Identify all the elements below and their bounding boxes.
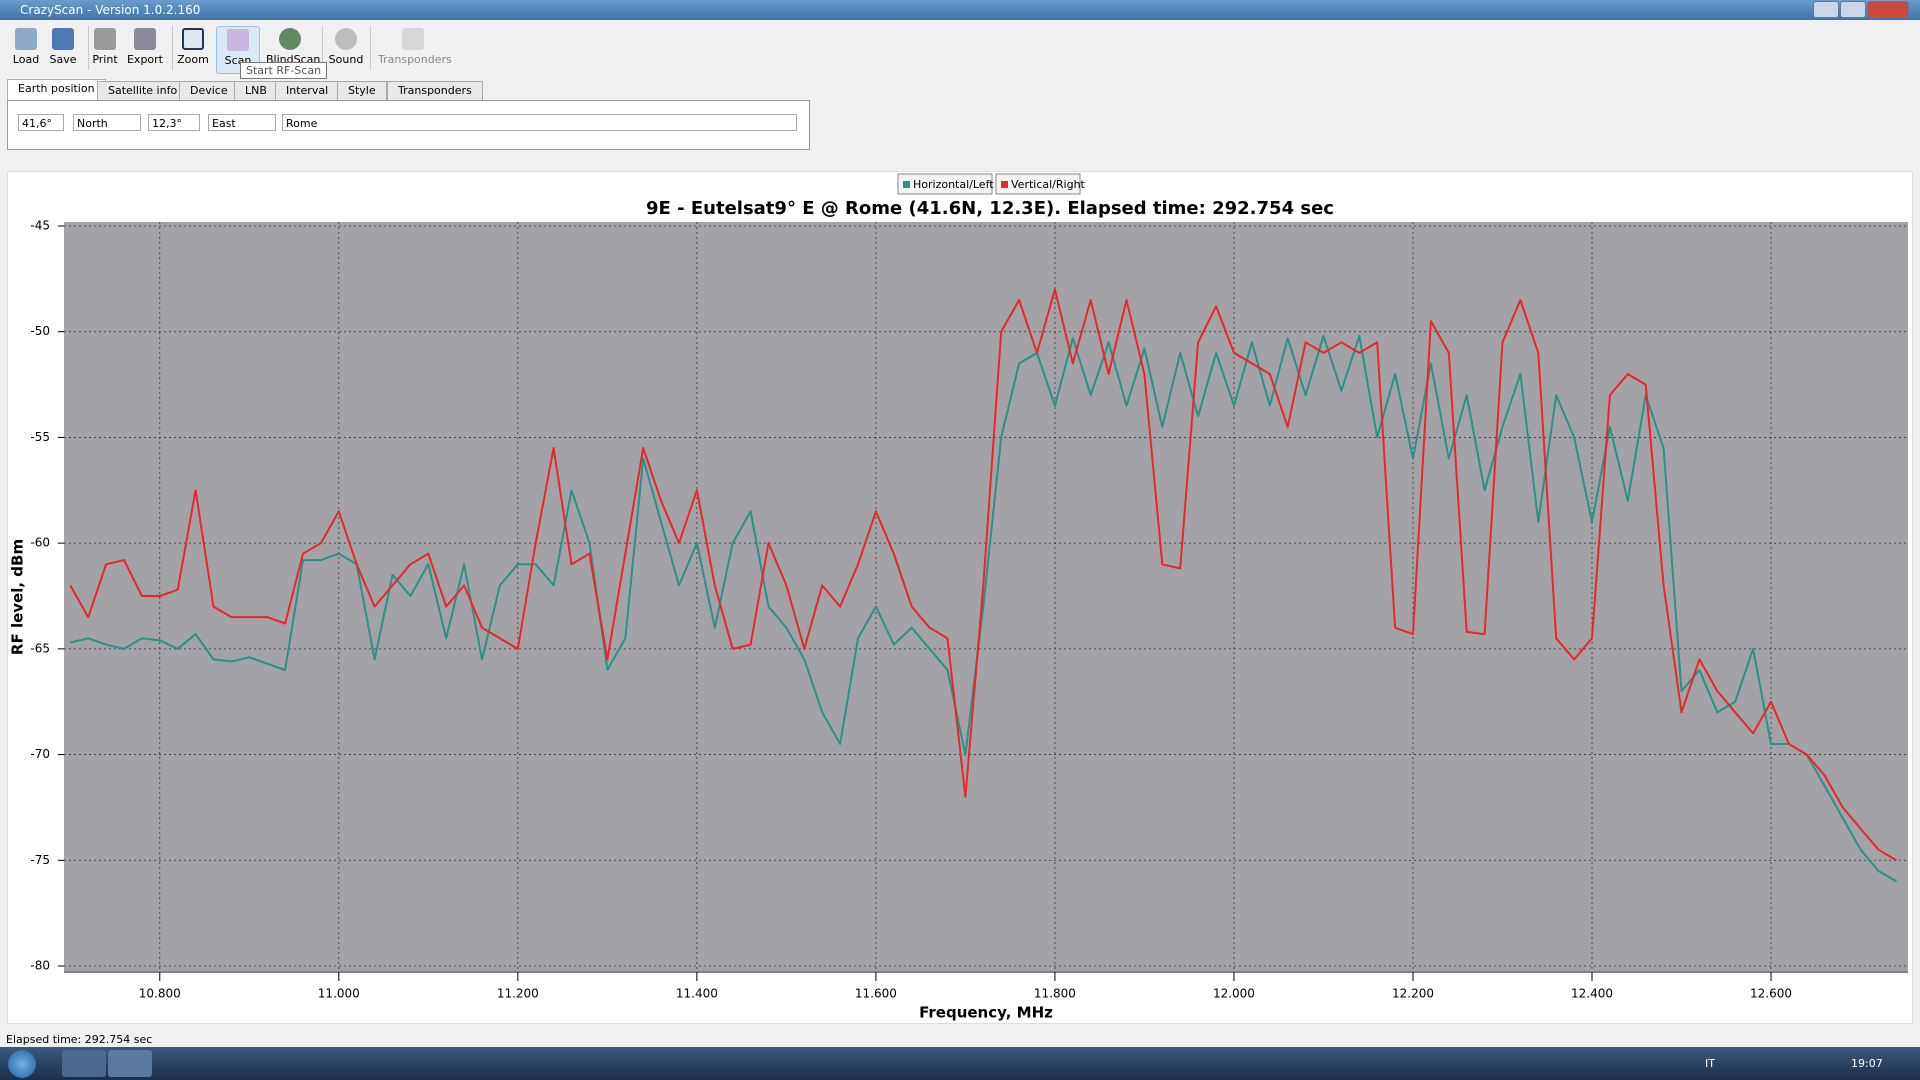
x-tick-label: 12.200 xyxy=(1392,987,1434,1001)
x-tick-label: 12.600 xyxy=(1750,987,1792,1001)
label: Zoom xyxy=(177,53,209,66)
x-tick-label: 11.000 xyxy=(318,987,360,1001)
latitude-spinbox[interactable]: 41,6° xyxy=(18,114,64,131)
maximize-button[interactable] xyxy=(1840,1,1866,18)
tab[interactable]: Style xyxy=(337,81,387,100)
y-tick-label: -75 xyxy=(30,853,50,867)
language[interactable]: IT xyxy=(1705,1057,1715,1070)
legend-swatch xyxy=(903,181,910,188)
x-tick-label: 12.400 xyxy=(1571,987,1613,1001)
plot-area xyxy=(64,222,1908,971)
separator xyxy=(370,26,371,70)
zoom-button[interactable]: Zoom xyxy=(172,26,214,72)
lat-dir-combo[interactable]: North xyxy=(73,114,141,131)
y-tick-label: -55 xyxy=(30,430,50,444)
legend-swatch xyxy=(1001,181,1008,188)
status-bar: Elapsed time: 292.754 sec xyxy=(6,1033,153,1046)
label: Export xyxy=(126,53,163,66)
y-axis-label: RF level, dBm xyxy=(9,539,27,655)
separator xyxy=(322,26,323,70)
y-tick-label: -80 xyxy=(30,959,50,973)
x-tick-label: 11.600 xyxy=(855,987,897,1001)
print-button[interactable]: Print xyxy=(84,26,126,72)
y-tick-label: -45 xyxy=(30,219,50,233)
export-button[interactable]: Export xyxy=(124,26,166,72)
y-tick-label: -70 xyxy=(30,747,50,761)
tab[interactable]: Device xyxy=(179,81,239,100)
x-tick-label: 11.400 xyxy=(676,987,718,1001)
tab[interactable]: LNB xyxy=(234,81,278,100)
label: Save xyxy=(49,53,77,66)
tab[interactable]: Interval xyxy=(275,81,340,100)
tab[interactable]: Satellite info xyxy=(97,81,189,100)
label: Load xyxy=(12,53,40,66)
legend-label: Vertical/Right xyxy=(1011,178,1086,191)
save-button[interactable]: Save xyxy=(42,26,84,72)
y-tick-label: -50 xyxy=(30,324,50,338)
title-bar: CrazyScan - Version 1.0.2.160 xyxy=(0,0,1920,20)
window-title: CrazyScan - Version 1.0.2.160 xyxy=(20,3,201,17)
x-tick-label: 12.000 xyxy=(1213,987,1255,1001)
separator xyxy=(172,26,173,70)
chart: 9E - Eutelsat9° E @ Rome (41.6N, 12.3E).… xyxy=(9,173,1908,1022)
series-line xyxy=(69,288,1897,862)
crazyscan-task[interactable] xyxy=(108,1050,152,1077)
taskbar: IT 19:07 xyxy=(0,1047,1920,1080)
label: Transponders xyxy=(378,53,452,66)
tooltip: Start RF-Scan xyxy=(240,62,328,79)
longitude-spinbox[interactable]: 12,3° xyxy=(148,114,200,131)
tab[interactable]: Earth position xyxy=(7,79,106,101)
close-button[interactable] xyxy=(1867,1,1909,18)
x-tick-label: 10.800 xyxy=(139,987,181,1001)
transponders-button[interactable]: Transponders xyxy=(378,26,452,72)
start-button[interactable] xyxy=(8,1050,36,1078)
chart-title: 9E - Eutelsat9° E @ Rome (41.6N, 12.3E).… xyxy=(646,198,1334,219)
label: Print xyxy=(92,53,118,66)
clock: 19:07 xyxy=(1851,1057,1883,1070)
x-axis-label: Frequency, MHz xyxy=(919,1004,1053,1022)
y-tick-label: -60 xyxy=(30,536,50,550)
y-tick-label: -65 xyxy=(30,641,50,655)
minimize-button[interactable] xyxy=(1813,1,1839,18)
tab[interactable]: Transponders xyxy=(387,81,483,100)
x-tick-label: 11.800 xyxy=(1034,987,1076,1001)
separator xyxy=(88,26,89,70)
place-input[interactable]: Rome xyxy=(282,114,797,131)
legend-label: Horizontal/Left xyxy=(913,178,994,191)
x-tick-label: 11.200 xyxy=(497,987,539,1001)
legend-item xyxy=(995,173,1081,195)
sound-button[interactable]: Sound xyxy=(325,26,367,72)
firefox-task[interactable] xyxy=(62,1050,106,1077)
load-button[interactable]: Load xyxy=(5,26,47,72)
series-line xyxy=(70,334,1897,883)
lon-dir-combo[interactable]: East xyxy=(208,114,276,131)
legend-item xyxy=(897,173,993,195)
label: Sound xyxy=(328,53,364,66)
